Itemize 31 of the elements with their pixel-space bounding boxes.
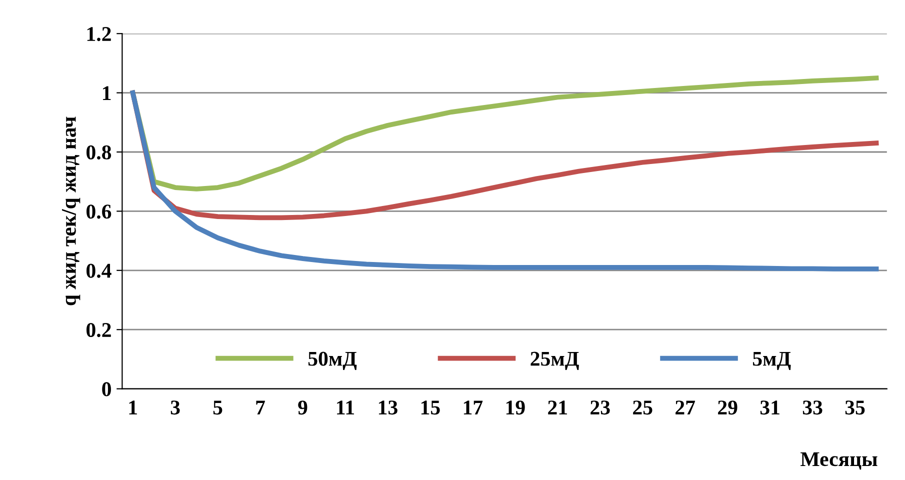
y-axis-title: q жид тек/q жид нач [62,116,80,306]
x-tick-label: 5 [213,400,222,415]
x-tick-label: 29 [718,400,738,415]
x-tick-label: 3 [170,400,180,415]
legend-label: 25мД [530,352,579,370]
x-tick-label: 9 [298,400,308,415]
x-tick-label: 1 [129,400,137,414]
x-tick-label: 15 [421,400,440,415]
x-tick-label: 31 [760,400,780,415]
x-tick-label: 11 [337,400,354,414]
y-tick-label: 0.6 [86,204,112,219]
x-tick-label: 7 [256,400,265,414]
y-tick-label: 1.2 [87,27,111,42]
y-tick-label: 0 [102,382,111,396]
y-tick-label: 0.2 [86,322,111,338]
legend-label: 5мД [752,352,791,370]
line-series [130,90,879,272]
x-tick-label: 27 [676,400,696,414]
x-axis-title: Месяцы [800,452,878,470]
x-tick-label: 23 [590,400,610,415]
x-tick-label: 21 [548,400,567,414]
x-tick-label: 35 [845,400,865,415]
legend-label: 50мД [308,352,357,370]
x-tick-label: 25 [633,400,652,415]
x-tick-label: 17 [464,400,483,414]
x-tick-label: 33 [802,400,822,415]
y-tick-label: 1 [103,86,111,100]
y-tick-label: 0.8 [86,145,112,160]
x-tick-label: 13 [378,400,398,415]
y-tick-label: 0.4 [86,264,112,278]
x-tick-label: 19 [506,400,525,415]
